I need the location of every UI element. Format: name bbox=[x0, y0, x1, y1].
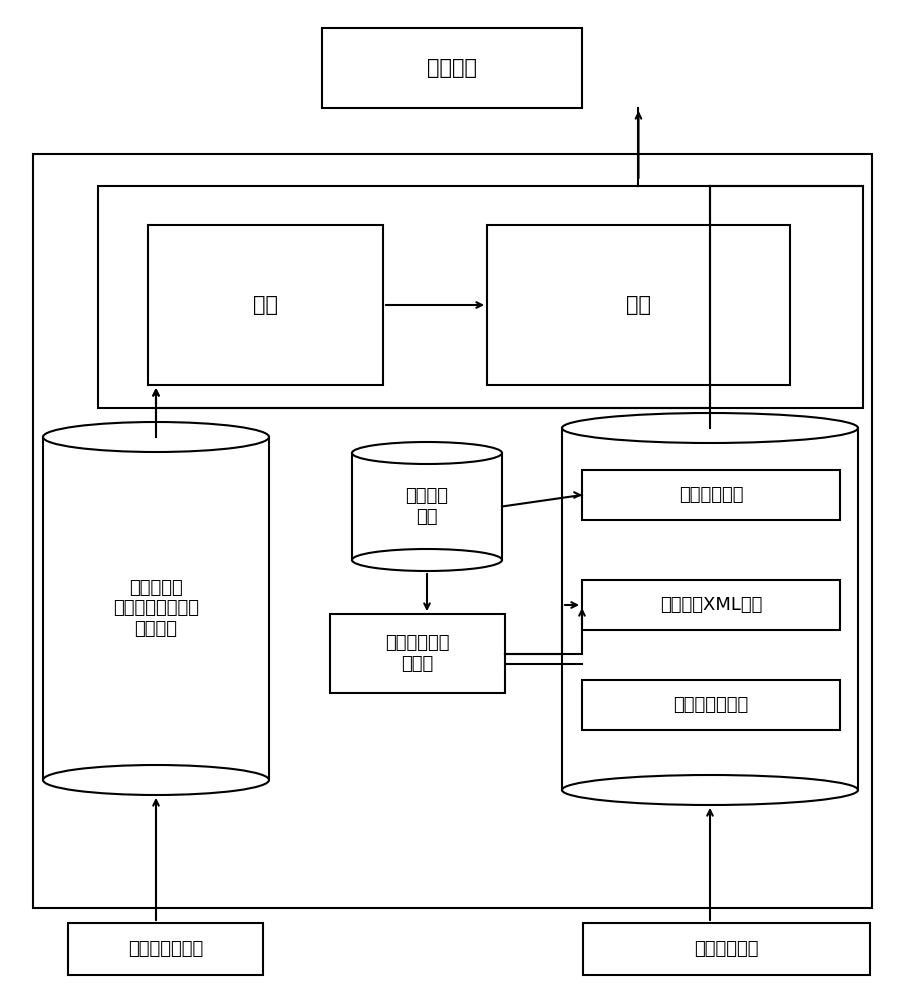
Text: 非结构化文档库: 非结构化文档库 bbox=[127, 940, 203, 958]
Bar bbox=[582, 470, 839, 520]
Text: 倒排索引库
（以文件形成存放
在磁盘上: 倒排索引库 （以文件形成存放 在磁盘上 bbox=[113, 579, 199, 638]
Ellipse shape bbox=[351, 442, 501, 464]
Bar bbox=[43, 437, 269, 780]
Ellipse shape bbox=[43, 765, 269, 795]
Text: 电网调度领域
知识库: 电网调度领域 知识库 bbox=[385, 634, 450, 673]
Bar bbox=[487, 225, 789, 385]
Text: 用户界面: 用户界面 bbox=[426, 58, 477, 78]
Text: 结构化数据库: 结构化数据库 bbox=[694, 940, 758, 958]
Ellipse shape bbox=[43, 422, 269, 452]
Bar bbox=[330, 614, 505, 693]
Bar bbox=[98, 186, 862, 408]
Bar bbox=[582, 680, 839, 730]
Bar bbox=[33, 154, 871, 908]
Text: 语义模板列表: 语义模板列表 bbox=[678, 486, 742, 504]
Ellipse shape bbox=[562, 775, 857, 805]
Text: 检索: 检索 bbox=[253, 295, 278, 315]
Bar bbox=[582, 923, 869, 975]
Text: 排序: 排序 bbox=[625, 295, 650, 315]
Ellipse shape bbox=[351, 549, 501, 571]
Ellipse shape bbox=[562, 413, 857, 443]
Bar bbox=[321, 28, 582, 108]
Text: 用户搜索
日志: 用户搜索 日志 bbox=[405, 487, 448, 526]
Text: 数据模型XML列表: 数据模型XML列表 bbox=[659, 596, 761, 614]
Bar bbox=[351, 453, 501, 560]
Text: 结构化数据索引: 结构化数据索引 bbox=[673, 696, 748, 714]
Bar bbox=[68, 923, 263, 975]
Bar bbox=[582, 580, 839, 630]
Bar bbox=[148, 225, 383, 385]
Bar bbox=[562, 428, 857, 790]
